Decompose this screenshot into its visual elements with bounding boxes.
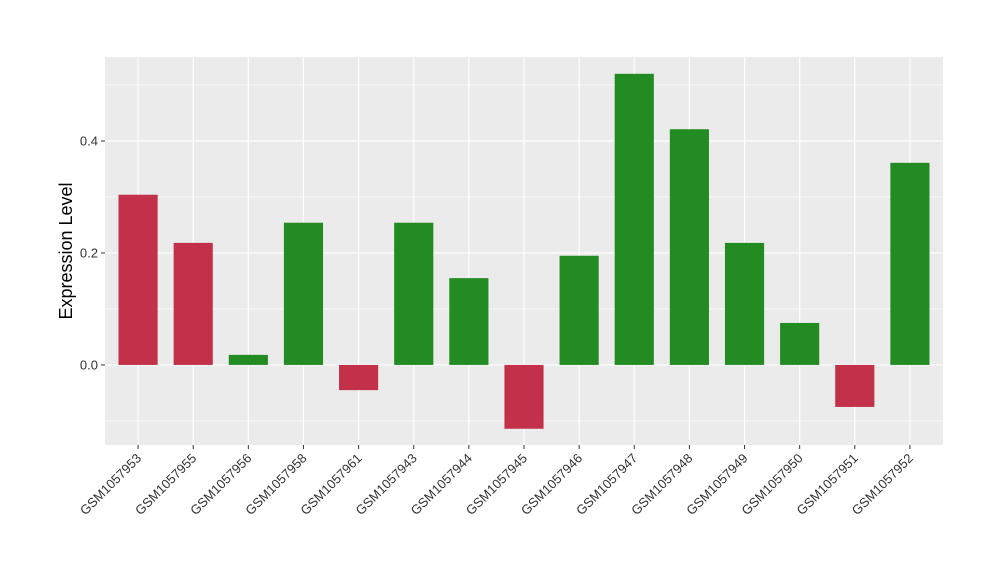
- bar-GSM1057945: [504, 364, 544, 429]
- y-axis-label: Expression Level: [56, 182, 76, 319]
- bar-GSM1057958: [283, 222, 324, 365]
- y-tick-label: 0.2: [80, 245, 98, 260]
- y-tick-label: 0.4: [80, 133, 98, 148]
- bar-GSM1057947: [614, 73, 654, 365]
- bar-GSM1057955: [173, 242, 213, 365]
- bar-GSM1057956: [228, 354, 268, 365]
- bar-GSM1057952: [890, 162, 930, 365]
- bar-GSM1057944: [449, 278, 489, 365]
- bar-GSM1057946: [559, 255, 599, 365]
- bar-GSM1057961: [339, 364, 379, 391]
- y-tick-label: 0.0: [80, 357, 98, 372]
- bar-GSM1057950: [780, 322, 820, 365]
- bar-GSM1057948: [669, 129, 709, 365]
- bar-GSM1057949: [724, 242, 765, 365]
- bar-GSM1057943: [394, 222, 434, 365]
- bar-GSM1057953: [118, 194, 158, 365]
- bar-GSM1057951: [835, 364, 875, 407]
